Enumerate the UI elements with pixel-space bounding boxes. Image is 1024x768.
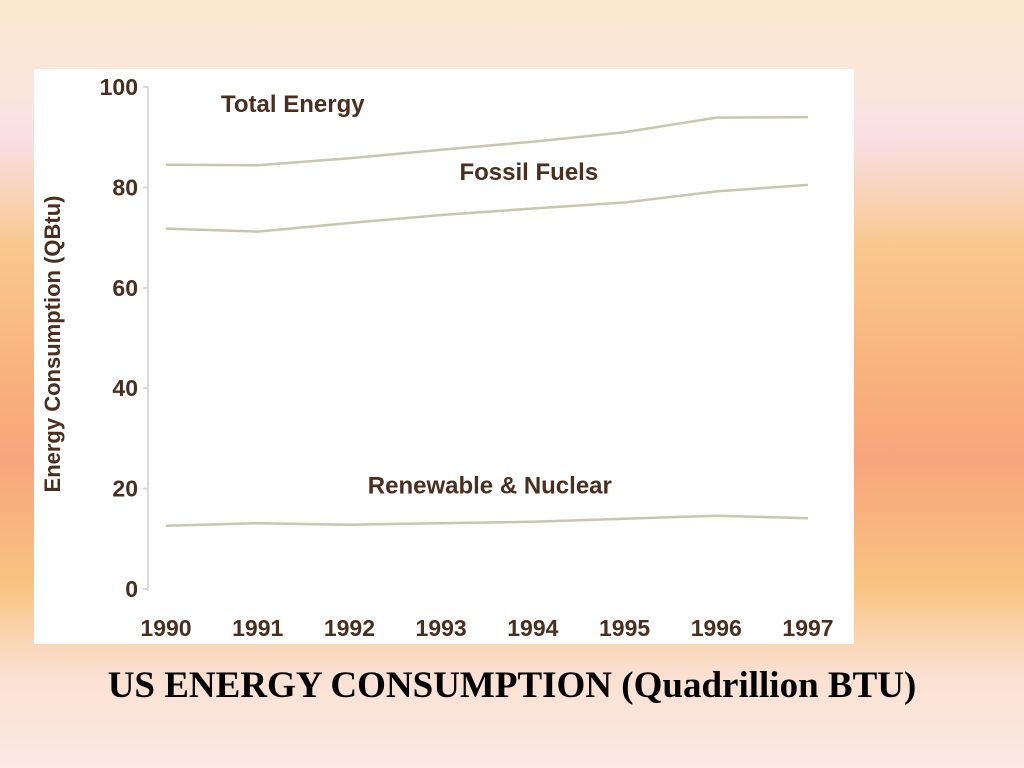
y-tick-label: 0 [125, 576, 138, 602]
fossil-fuels-line [165, 183, 809, 233]
line-chart: 0 20 40 60 80 100 1990 1991 1992 1993 1994 1995 1996… [40, 74, 834, 641]
x-tick-label: 1990 [140, 615, 191, 641]
y-tick-label: 20 [112, 476, 138, 502]
x-tick-label: 1995 [599, 615, 650, 641]
y-tick-label: 80 [112, 174, 138, 200]
x-tick-label: 1992 [324, 615, 375, 641]
x-tick-label: 1994 [507, 615, 558, 641]
chart-panel: 0 20 40 60 80 100 1990 1991 1992 1993 1994 1995 1996… [34, 69, 854, 644]
x-tick-label: 1997 [782, 615, 833, 641]
y-tick-label: 60 [112, 275, 138, 301]
renewable-nuclear-line [165, 514, 809, 527]
y-axis-label: Energy Consumption (QBtu) [40, 196, 65, 493]
total-energy-line [165, 115, 809, 167]
x-tick-label: 1996 [691, 615, 742, 641]
slide-caption: US ENERGY CONSUMPTION (Quadrillion BTU) [107, 665, 917, 706]
fossil-fuels-label: Fossil Fuels [459, 159, 598, 186]
total-energy-label: Total Energy [221, 91, 365, 118]
x-tick-label: 1993 [416, 615, 467, 641]
x-tick-label: 1991 [232, 615, 283, 641]
y-tick-label: 40 [112, 375, 138, 401]
y-tick-label: 100 [100, 74, 138, 100]
renewable-nuclear-label: Renewable & Nuclear [368, 473, 612, 500]
